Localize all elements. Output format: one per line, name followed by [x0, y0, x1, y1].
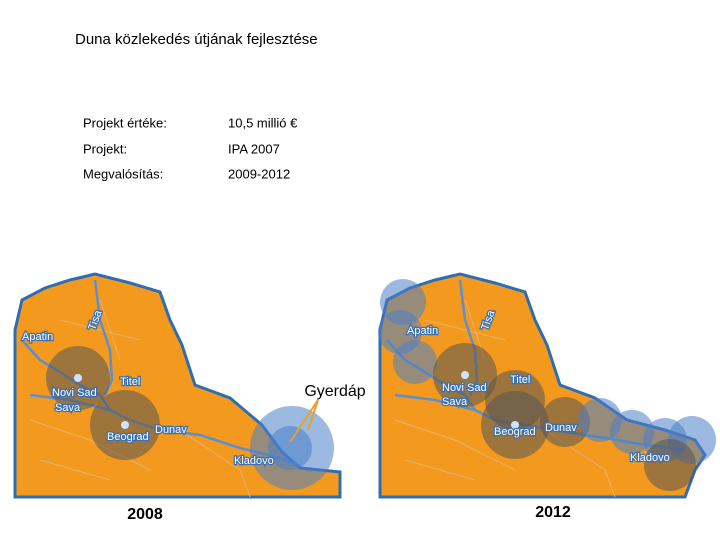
- place-label: Titel: [120, 376, 140, 388]
- place-label: Kladovo: [630, 452, 670, 464]
- row-value: 2009-2012: [228, 166, 290, 181]
- port-zone: [644, 439, 696, 491]
- port-zone: [610, 410, 654, 454]
- place-label: Kladovo: [234, 455, 274, 467]
- city-dot: [511, 421, 519, 429]
- row-label: Projekt:: [83, 141, 127, 156]
- place-label: Novi Sad: [52, 387, 97, 399]
- place-label: Apatin: [407, 325, 438, 337]
- row-label: Megvalósítás:: [83, 166, 163, 181]
- city-dot: [74, 374, 82, 382]
- map-2008: Apatin Tisa Titel Novi Sad Sava Beograd …: [13, 272, 366, 523]
- info-table: Projekt értéke: 10,5 millió € Projekt: I…: [83, 115, 298, 181]
- row-value: 10,5 millió €: [228, 115, 298, 130]
- annotation-arrow: [289, 399, 319, 443]
- city-dot: [461, 371, 469, 379]
- place-label: Titel: [510, 374, 530, 386]
- place-label: Sava: [55, 402, 81, 414]
- roads: [29, 299, 251, 498]
- place-label: Beograd: [494, 426, 536, 438]
- port-zone: [393, 340, 437, 384]
- map-caption: 2012: [535, 504, 571, 521]
- place-label: Dunav: [155, 424, 187, 436]
- place-label: Novi Sad: [442, 382, 487, 394]
- row-label: Projekt értéke:: [83, 115, 167, 130]
- place-label: Apatin: [22, 331, 53, 343]
- place-label: Sava: [442, 396, 468, 408]
- place-label: Dunav: [545, 422, 577, 434]
- annotation: Gyerdáp: [304, 383, 365, 400]
- row-value: IPA 2007: [228, 141, 280, 156]
- place-label: Beograd: [107, 431, 149, 443]
- roads: [394, 299, 616, 498]
- port-zone: [268, 426, 312, 470]
- city-dot: [121, 421, 129, 429]
- slide-title: Duna közlekedés útjának fejlesztése: [75, 31, 318, 48]
- port-zone: [540, 397, 590, 447]
- map-2012: Apatin Tisa Titel Novi Sad Sava Beograd …: [378, 272, 716, 521]
- map-caption: 2008: [127, 506, 163, 523]
- tisa: [93, 279, 114, 396]
